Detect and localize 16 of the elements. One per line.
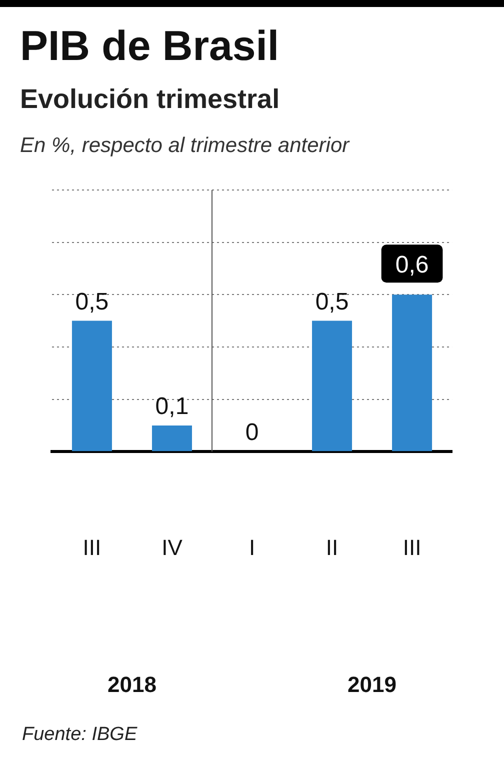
source-note: Fuente: IBGE	[22, 724, 138, 746]
data-label: 0,5	[315, 288, 349, 316]
text: 2018	[107, 672, 156, 698]
data-label: 0,5	[75, 288, 109, 316]
chart-title: PIB de Brasil	[20, 22, 280, 70]
x-tick-label: IV	[162, 534, 183, 560]
x-tick-label: III	[402, 534, 422, 560]
x-tick-label: I	[248, 534, 256, 560]
data-label: 0,6	[395, 251, 429, 278]
chart-subtitle: Evolución trimestral	[20, 84, 280, 115]
y-axis-title: En %, respecto al trimestre anterior	[20, 134, 350, 158]
data-label: 0	[245, 419, 259, 446]
data-label: 0,1	[155, 393, 189, 420]
x-tick-label: II	[326, 534, 338, 560]
text: 2019	[348, 672, 396, 698]
x-tick-label: III	[82, 534, 102, 560]
